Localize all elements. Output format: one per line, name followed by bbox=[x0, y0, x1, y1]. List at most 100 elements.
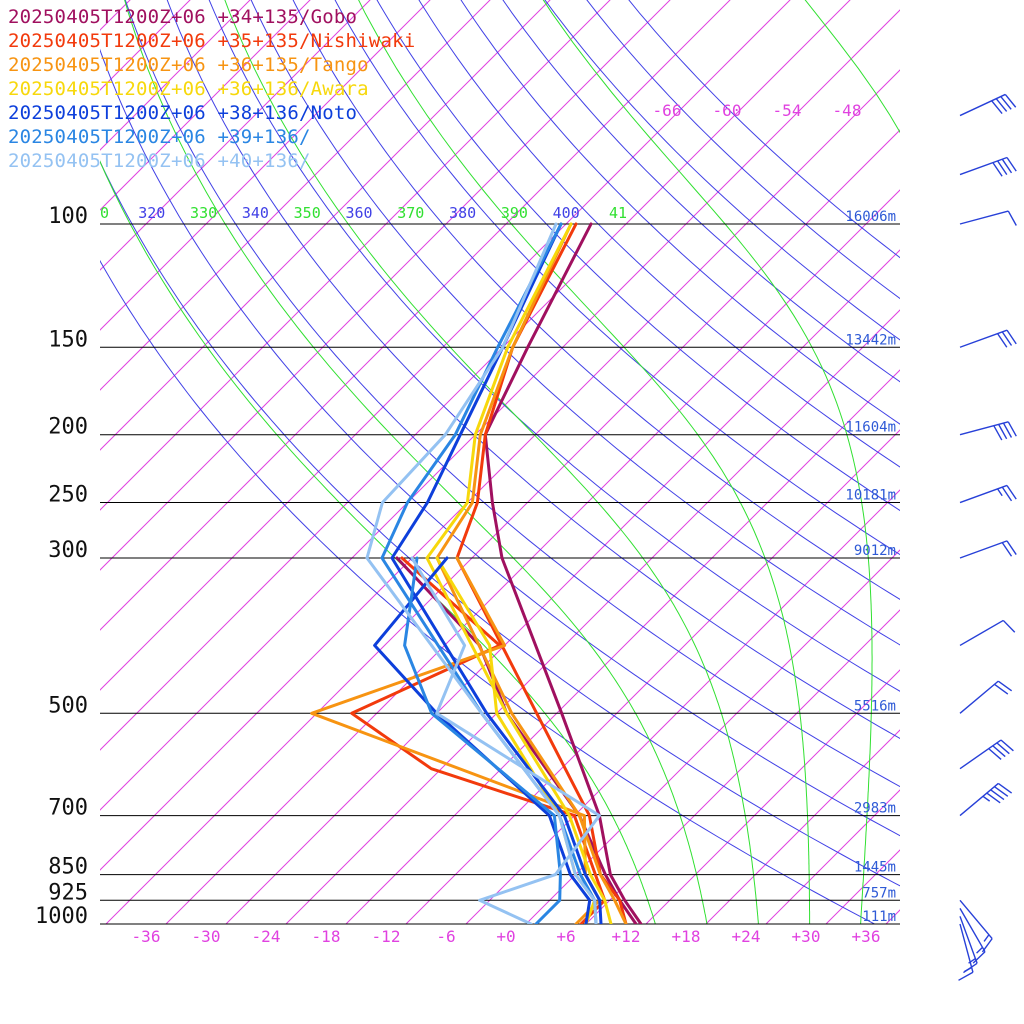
wind-barb-staff bbox=[959, 923, 974, 973]
isotherm-label: -54 bbox=[773, 101, 802, 120]
temperature-tick-label: -18 bbox=[312, 927, 341, 946]
wind-barb bbox=[959, 916, 978, 974]
theta-label: 0 bbox=[100, 204, 109, 222]
pressure-label: 150 bbox=[48, 327, 88, 352]
wind-barb-flag bbox=[1001, 542, 1013, 557]
height-label: 16006m bbox=[845, 209, 896, 225]
pressure-label: 100 bbox=[48, 204, 88, 229]
wind-barb-flag bbox=[997, 333, 1008, 348]
legend-entry-gobo: 20250405T1200Z+06 +34+135/Gobo bbox=[8, 6, 358, 28]
dry-adiabat-line bbox=[208, 0, 900, 692]
temperature-tick-label: -36 bbox=[132, 927, 161, 946]
wind-barb bbox=[959, 484, 1017, 504]
legend-entry-39n136e: 20250405T1200Z+06 +39+136/ bbox=[8, 126, 311, 148]
pressure-label: 850 bbox=[48, 855, 88, 880]
isotherm-line bbox=[100, 0, 611, 511]
pressure-label: 300 bbox=[48, 538, 88, 563]
dry-adiabat-line bbox=[100, 160, 900, 887]
wind-barb-staff bbox=[959, 484, 1008, 504]
temperature-tick-label: -6 bbox=[436, 927, 455, 946]
wind-barb-staff bbox=[959, 421, 1009, 436]
wind-barb-flag bbox=[997, 680, 1013, 692]
wind-barb bbox=[959, 619, 1016, 647]
wind-barb bbox=[959, 899, 993, 953]
theta-label: 340 bbox=[242, 204, 269, 222]
height-label: 9012m bbox=[854, 543, 896, 559]
wind-barb-staff bbox=[959, 916, 978, 964]
profiles bbox=[310, 222, 643, 924]
temperature-tick-label: +24 bbox=[732, 927, 761, 946]
pressure-label: 500 bbox=[48, 693, 88, 718]
wind-barb-flag bbox=[1001, 486, 1013, 502]
wind-barb-flag bbox=[995, 98, 1008, 112]
height-label: 5516m bbox=[854, 698, 896, 714]
legend-entry-nishiwaki: 20250405T1200Z+06 +35+135/Nishiwaki bbox=[8, 30, 416, 52]
theta-label: 370 bbox=[397, 204, 424, 222]
wind-barb-flag bbox=[968, 958, 976, 964]
isotherm-label: -60 bbox=[713, 101, 742, 120]
wind-barb-flag bbox=[1002, 619, 1016, 633]
wind-barb-flag bbox=[998, 424, 1008, 440]
legend-entry-40n136e: 20250405T1200Z+06 +40+136/ bbox=[8, 150, 311, 172]
temperature-tick-label: +36 bbox=[852, 927, 881, 946]
moist-adiabat-line bbox=[960, 0, 1024, 939]
wind-barb bbox=[959, 156, 1017, 177]
wind-barb bbox=[959, 540, 1017, 559]
height-label: 757m bbox=[862, 885, 896, 901]
wind-barb-flag bbox=[981, 938, 993, 953]
dry-adiabat-line bbox=[460, 0, 900, 425]
moist-adiabat-line bbox=[100, 160, 656, 924]
wind-barb-staff bbox=[959, 619, 1004, 647]
dry-adiabat-line bbox=[250, 0, 900, 646]
wind-barb-staff bbox=[959, 782, 999, 817]
isotherm-line bbox=[705, 729, 900, 924]
wind-barb bbox=[959, 93, 1017, 117]
dry-adiabat-line bbox=[334, 0, 900, 556]
theta-label: 360 bbox=[345, 204, 372, 222]
isotherm-line bbox=[100, 0, 551, 451]
height-label: 111m bbox=[862, 909, 896, 925]
wind-barb bbox=[959, 908, 986, 964]
dry-adiabat-line bbox=[502, 0, 900, 383]
wind-barb-flag bbox=[992, 162, 1003, 177]
height-label: 13442m bbox=[845, 332, 896, 348]
profile-dewpoint-line bbox=[410, 556, 601, 924]
wind-barb-flag bbox=[963, 962, 978, 974]
wind-barb-flag bbox=[993, 425, 1003, 441]
isotherm-line bbox=[405, 429, 900, 924]
profile-temperature-line bbox=[435, 222, 628, 924]
isotherm-line bbox=[100, 0, 791, 691]
temperature-tick-label: +12 bbox=[612, 927, 641, 946]
isotherm-line bbox=[645, 669, 900, 924]
wind-barb-staff bbox=[959, 540, 1008, 559]
dry-adiabat-line bbox=[292, 0, 900, 600]
wind-barb-flag bbox=[996, 742, 1010, 755]
wind-barb-flag bbox=[972, 951, 986, 964]
isotherm-line bbox=[585, 609, 900, 924]
wind-barb-flag bbox=[1002, 422, 1013, 438]
profile-temperature-line bbox=[365, 222, 598, 924]
wind-barb-flag bbox=[994, 683, 1009, 695]
profile-temperature-line bbox=[455, 222, 628, 924]
height-label: 11604m bbox=[845, 420, 896, 436]
wind-barb bbox=[959, 739, 1014, 770]
isotherm-line bbox=[100, 9, 900, 811]
height-label: 2983m bbox=[854, 801, 896, 817]
isotherm-label: -48 bbox=[833, 101, 862, 120]
theta-label: 330 bbox=[190, 204, 217, 222]
moist-adiabat-line bbox=[124, 0, 708, 924]
moist-adiabat-line bbox=[542, 0, 873, 924]
profile-dewpoint-line bbox=[403, 556, 562, 924]
wind-barb-flag bbox=[958, 971, 974, 981]
wind-barb-flag bbox=[982, 795, 991, 802]
wind-barb-flag bbox=[1001, 158, 1013, 174]
theta-label: 41 bbox=[609, 204, 627, 222]
wind-barb bbox=[959, 680, 1013, 714]
isotherm-line bbox=[100, 0, 671, 571]
wind-barb-flag bbox=[1004, 93, 1017, 108]
height-label: 10181m bbox=[845, 488, 896, 504]
dry-adiabat-line bbox=[166, 0, 900, 740]
pressure-label: 700 bbox=[48, 796, 88, 821]
theta-label: 320 bbox=[138, 204, 165, 222]
wind-barb-flag bbox=[1006, 485, 1017, 500]
